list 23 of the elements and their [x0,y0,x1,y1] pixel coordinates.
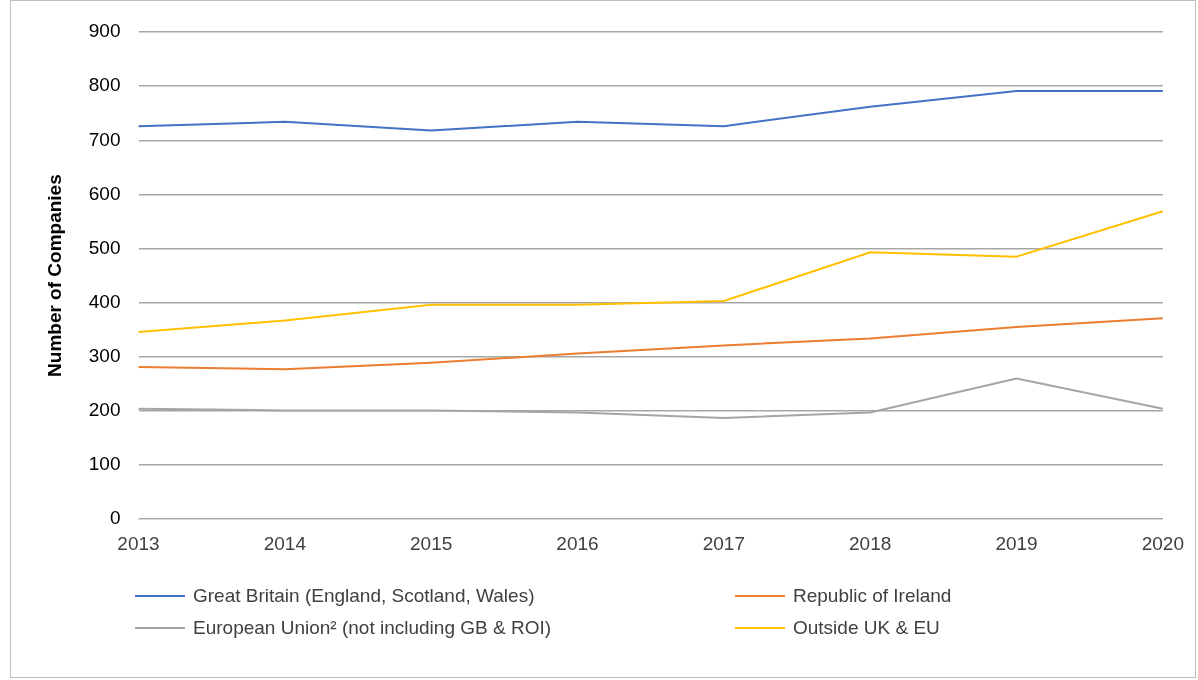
legend-label: European Union² (not including GB & ROI) [193,617,552,639]
x-tick-label: 2018 [849,532,892,554]
y-tick-label: 200 [88,399,121,421]
x-tick-label: 2013 [117,532,160,554]
x-tick-label: 2017 [702,532,745,554]
y-tick-label: 500 [88,236,121,258]
y-axis-title: Number of Companies [43,174,65,377]
y-tick-label: 300 [88,345,121,367]
x-tick-label: 2015 [410,532,453,554]
y-tick-label: 100 [88,453,121,475]
y-tick-label: 0 [109,507,121,529]
y-tick-label: 900 [88,20,121,42]
legend-label: Great Britain (England, Scotland, Wales) [193,585,535,607]
legend-label: Outside UK & EU [793,617,940,639]
y-tick-label: 600 [88,182,121,204]
y-tick-label: 700 [88,128,121,150]
x-tick-label: 2019 [995,532,1038,554]
x-tick-label: 2020 [1141,532,1185,554]
x-tick-label: 2016 [556,532,599,554]
y-tick-label: 800 [88,74,121,96]
y-tick-label: 400 [88,290,121,312]
x-tick-label: 2014 [263,532,307,554]
legend-label: Republic of Ireland [793,585,952,607]
